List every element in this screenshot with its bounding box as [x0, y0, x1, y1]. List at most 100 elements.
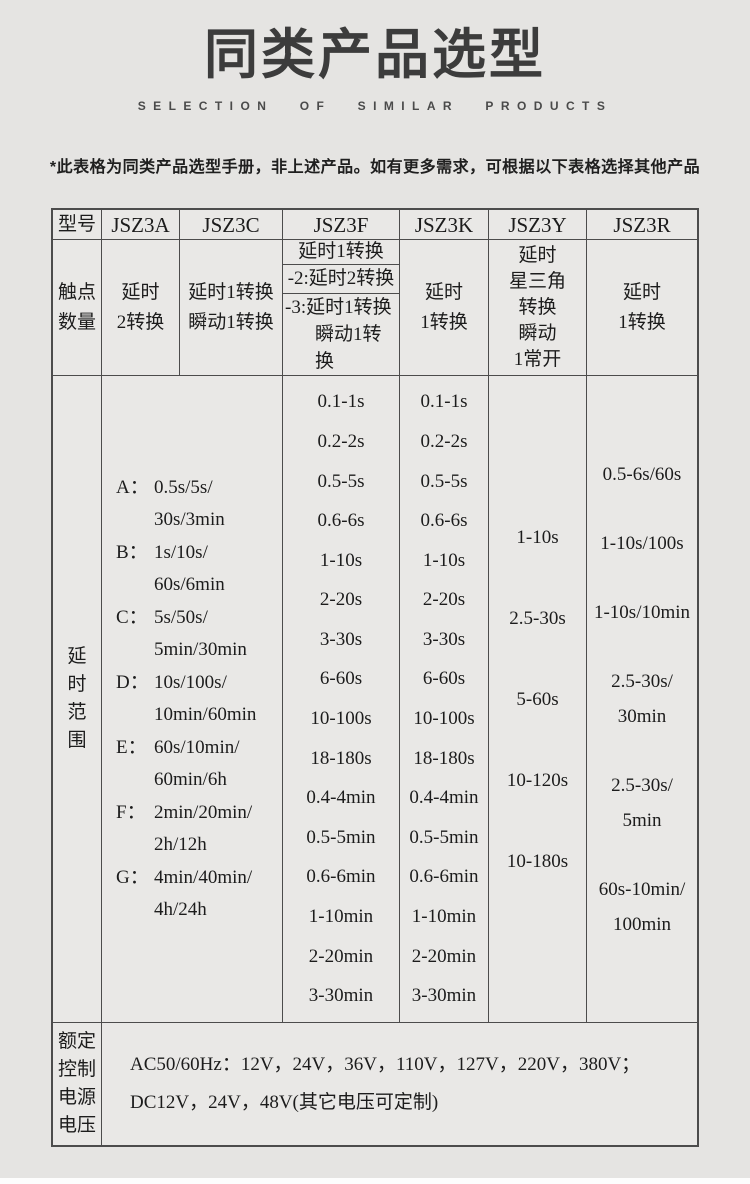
range-value: 1-10s [422, 549, 466, 571]
range-group-item: G： 4min/40min/ 4h/24h [102, 862, 282, 927]
range-group-item: D： 10s/100s/ 10min/60min [102, 667, 282, 732]
range-value: 0.5-5s [420, 470, 468, 492]
range-value: 2-20s [422, 589, 466, 611]
range-value: 0.1-1s [420, 391, 468, 413]
voltage-row: 额定 控制 电源 电压 AC50/60Hz：12V，24V，36V，110V，1… [53, 1023, 697, 1146]
range-value: 18-180s [310, 747, 372, 769]
contacts-jsz3f-sub2: -2:延时2转换 [283, 265, 399, 295]
header-jsz3a: JSZ3A [102, 210, 180, 241]
range-group-values: 5s/50s/ 5min/30min [154, 606, 247, 661]
range-value: 3-30s [422, 628, 466, 650]
range-value: 1-10s/100s [600, 532, 684, 554]
range-value: 0.1-1s [317, 391, 365, 413]
contacts-jsz3y: 延时 星三角 转换 瞬动 1常开 [489, 240, 587, 377]
range-group-item: C： 5s/50s/ 5min/30min [102, 602, 282, 667]
contacts-row-label: 触点 数量 [53, 240, 102, 377]
delay-jsz3y: 1-10s 2.5-30s 5-60s 10-120s 10-180s [489, 376, 587, 1024]
range-group-values: 60s/10min/ 60min/6h [154, 736, 240, 791]
range-value: 60s-10min/ 100min [598, 878, 686, 935]
range-group-item: F： 2min/20min/ 2h/12h [102, 797, 282, 862]
delay-jsz3a-jsz3c: A： 0.5s/5s/ 30s/3min B： 1s/10s/ 60s/6min C： 5… [102, 376, 283, 1024]
range-value: 3-30min [308, 985, 374, 1007]
range-value: 0.4-4min [409, 787, 479, 809]
header-jsz3f: JSZ3F [283, 210, 400, 241]
range-value: 2.5-30s/ 30min [611, 670, 673, 727]
range-group-item: E： 60s/10min/ 60min/6h [102, 732, 282, 797]
range-value: 1-10s [319, 549, 363, 571]
range-value: 3-30min [411, 985, 477, 1007]
contacts-jsz3f-sub3-line2: 瞬动1转换 [315, 324, 382, 373]
range-value: 0.5-5s [317, 470, 365, 492]
contacts-jsz3c: 延时1转换 瞬动1转换 [180, 240, 283, 377]
page-subtitle: SELECTION OF SIMILAR PRODUCTS [137, 99, 613, 114]
range-value: 0.2-2s [420, 430, 468, 452]
contacts-jsz3f-sub3: -3:延时1转换 瞬动1转换 [283, 294, 399, 375]
range-value: 2-20min [411, 945, 477, 967]
range-group-values: 2min/20min/ 2h/12h [154, 801, 253, 856]
product-selection-table: 型号 JSZ3A JSZ3C JSZ3F JSZ3K JSZ3Y JSZ3R 触… [51, 208, 699, 1148]
range-value: 6-60s [422, 668, 466, 690]
range-group-item: A： 0.5s/5s/ 30s/3min [102, 472, 282, 537]
range-value: 10-100s [413, 708, 475, 730]
range-value: 10-180s [506, 850, 569, 872]
range-value: 1-10s/10min [593, 601, 691, 623]
range-group-letter: D： [116, 671, 149, 693]
page-header: 同类产品选型 SELECTION OF SIMILAR PRODUCTS *此表… [0, 0, 750, 177]
contacts-jsz3r: 延时 1转换 [587, 240, 697, 377]
range-value: 1-10min [308, 906, 374, 928]
voltage-values: AC50/60Hz：12V，24V，36V，110V，127V，220V，380… [130, 1054, 641, 1114]
range-group-item: B： 1s/10s/ 60s/6min [102, 537, 282, 602]
range-value: 2.5-30s/ 5min [611, 774, 673, 831]
range-group-values: 4min/40min/ 4h/24h [154, 866, 253, 921]
range-group-letter: C： [116, 606, 148, 628]
range-value: 2.5-30s [509, 607, 566, 629]
range-value: 10-120s [506, 769, 569, 791]
range-value: 1-10s [516, 526, 559, 548]
range-value: 0.4-4min [306, 787, 376, 809]
range-value: 0.2-2s [317, 430, 365, 452]
contacts-jsz3f: 延时1转换 -2:延时2转换 -3:延时1转换 瞬动1转换 [283, 240, 400, 377]
range-group-letter: A： [116, 476, 149, 498]
contacts-jsz3k: 延时 1转换 [400, 240, 489, 377]
range-value: 2-20s [319, 589, 363, 611]
delay-jsz3k: 0.1-1s 0.2-2s 0.5-5s 0.6-6s 1-10s 2-20s 3-30s 6… [400, 376, 489, 1024]
delay-range-label: 延 时 范 围 [53, 376, 102, 1024]
contacts-row: 触点 数量 延时 2转换 延时1转换 瞬动1转换 延时1转换 -2:延时2转换 … [53, 240, 697, 377]
range-value: 5-60s [516, 688, 559, 710]
header-jsz3k: JSZ3K [400, 210, 489, 241]
range-group-letter: G： [116, 866, 149, 888]
range-value: 2-20min [308, 945, 374, 967]
header-model-label: 型号 [53, 210, 102, 241]
range-value: 0.5-5min [409, 826, 479, 848]
range-value: 10-100s [310, 708, 372, 730]
contacts-jsz3f-sub1: 延时1转换 [283, 240, 399, 266]
range-value: 0.6-6s [420, 510, 468, 532]
range-value: 3-30s [319, 628, 363, 650]
table-header-row: 型号 JSZ3A JSZ3C JSZ3F JSZ3K JSZ3Y JSZ3R [53, 210, 697, 241]
header-jsz3y: JSZ3Y [489, 210, 587, 241]
range-value: 18-180s [413, 747, 475, 769]
range-group-letter: F： [116, 801, 146, 823]
range-value: 0.6-6s [317, 510, 365, 532]
range-group-values: 1s/10s/ 60s/6min [154, 541, 225, 596]
delay-jsz3f: 0.1-1s 0.2-2s 0.5-5s 0.6-6s 1-10s 2-20s 3-30s 6… [283, 376, 400, 1024]
voltage-row-label: 额定 控制 电源 电压 [53, 1023, 102, 1146]
note-text: *此表格为同类产品选型手册，非上述产品。如有更多需求，可根据以下表格选择其他产品 [49, 159, 701, 177]
range-value: 6-60s [319, 668, 363, 690]
range-value: 1-10min [411, 906, 477, 928]
range-value: 0.6-6min [306, 866, 376, 888]
delay-jsz3r: 0.5-6s/60s 1-10s/100s 1-10s/10min 2.5-30s/ … [587, 376, 697, 1024]
range-value: 0.6-6min [409, 866, 479, 888]
delay-range-row: 延 时 范 围 A： 0.5s/5s/ 30s/3min B： 1s/10s/ 60s… [53, 376, 697, 1024]
range-value: 0.5-6s/60s [602, 463, 682, 485]
range-value: 0.5-5min [306, 826, 376, 848]
contacts-jsz3f-sub3-line1: -3:延时1转换 [285, 297, 392, 319]
contacts-jsz3a: 延时 2转换 [102, 240, 180, 377]
range-group-values: 0.5s/5s/ 30s/3min [154, 476, 225, 531]
header-jsz3r: JSZ3R [587, 210, 697, 241]
bottom-strip [0, 1178, 750, 1184]
range-group-letter: E： [116, 736, 147, 758]
header-jsz3c: JSZ3C [180, 210, 283, 241]
range-group-letter: B： [116, 541, 148, 563]
